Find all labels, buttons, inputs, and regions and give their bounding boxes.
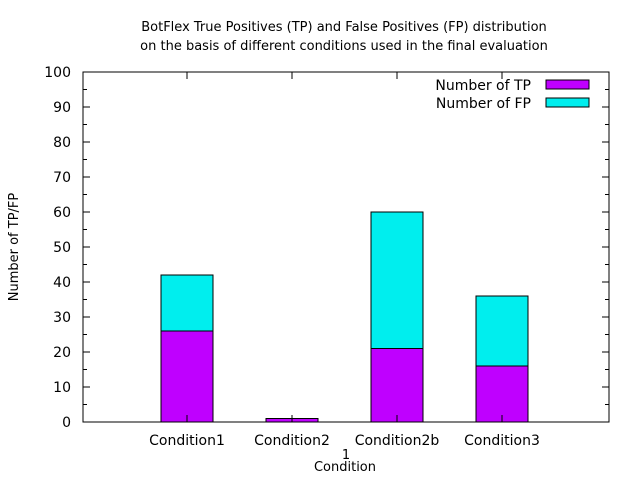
legend: Number of TP Number of FP [435,78,590,112]
x-tick-label: Condition1 [149,433,225,449]
y-tick-label: 60 [53,205,71,221]
chart-title-line-1: BotFlex True Positives (TP) and False Po… [141,20,547,35]
y-tick-label: 30 [53,310,71,326]
legend-label: Number of TP [435,78,531,94]
legend-swatch [545,79,590,90]
chart-title-line-2: on the basis of different conditions use… [140,39,548,54]
y-axis-label: Number of TP/FP [7,193,22,302]
y-tick-label: 50 [53,240,71,256]
bar-fp-condition2b [370,211,424,349]
y-tick-label: 10 [53,380,71,396]
x-tick-label: Condition3 [464,433,540,449]
legend-swatch [545,97,590,108]
bar-tp-condition2b [370,348,424,423]
y-tick-label: 100 [44,65,71,81]
bar-tp-condition3 [475,365,529,423]
bar-tp-condition1 [160,330,214,423]
bar-fp-condition1 [160,274,214,332]
y-tick-label: 40 [53,275,71,291]
x-axis: Condition1 Condition2 Condition2b Condition… [149,72,540,449]
y-tick-label: 90 [53,100,71,116]
x-tick-label: Condition2b [355,433,440,449]
chart-title: BotFlex True Positives (TP) and False Po… [140,20,548,54]
y-axis: 0 10 20 30 40 50 60 70 80 90 100 [44,65,609,431]
x-axis-extra-label: 1 [342,448,350,463]
x-tick-label: Condition2 [254,433,330,449]
legend-label: Number of FP [436,96,531,112]
y-tick-label: 0 [62,415,71,431]
bars-layer [160,211,529,423]
x-axis-label: Condition [314,460,376,475]
plot-frame [82,71,610,423]
y-tick-label: 70 [53,170,71,186]
y-tick-label: 80 [53,135,71,151]
y-tick-label: 20 [53,345,71,361]
bar-fp-condition3 [475,295,529,367]
